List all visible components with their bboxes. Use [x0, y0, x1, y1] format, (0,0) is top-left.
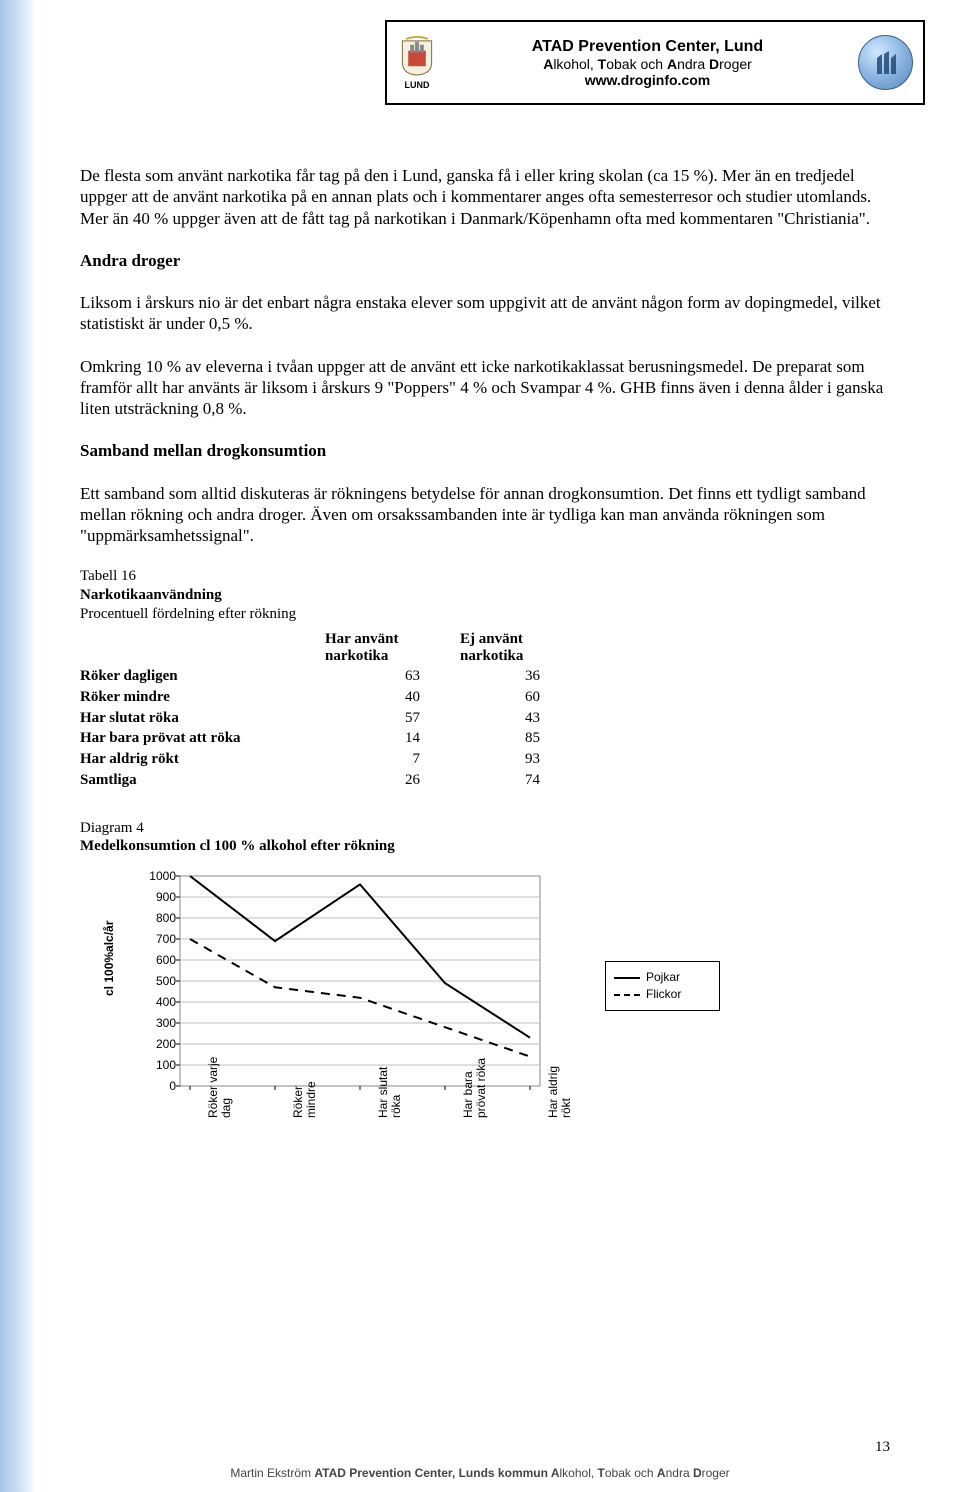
- paragraph-1: De flesta som använt narkotika får tag p…: [80, 165, 900, 229]
- diagram4-title: Medelkonsumtion cl 100 % alkohol efter r…: [80, 837, 900, 856]
- page-number: 13: [875, 1439, 890, 1456]
- table16: Har använt narkotika Ej använt narkotika…: [80, 630, 570, 791]
- legend-pojkar: Pojkar: [614, 970, 711, 985]
- table16-col1-head: Har använt narkotika: [325, 630, 460, 667]
- row-c2: 93: [460, 749, 570, 770]
- crest-icon: [400, 35, 434, 76]
- table16-col2-head: Ej använt narkotika: [460, 630, 570, 667]
- legend-swatch-solid: [614, 977, 640, 979]
- heading-samband: Samband mellan drogkonsumtion: [80, 440, 900, 461]
- table-row: Samtliga2674: [80, 770, 570, 791]
- side-gradient: [0, 0, 36, 1492]
- row-c1: 14: [325, 728, 460, 749]
- row-label: Har bara prövat att röka: [80, 728, 325, 749]
- table-row: Har aldrig rökt793: [80, 749, 570, 770]
- y-axis-label: cl 100%alc/år: [102, 921, 117, 996]
- table16-label: Tabell 16: [80, 567, 900, 586]
- x-tick-label: Har aldrigrökt: [547, 1104, 572, 1118]
- header-box: LUND ATAD Prevention Center, Lund Alkoho…: [385, 20, 925, 105]
- header-title: ATAD Prevention Center, Lund: [447, 38, 848, 56]
- lund-crest: LUND: [397, 35, 437, 90]
- diagram4-chart: cl 100%alc/år 01002003004005006007008009…: [80, 866, 720, 1206]
- crest-label: LUND: [405, 80, 430, 90]
- table-row: Röker dagligen6336: [80, 666, 570, 687]
- diagram4-label: Diagram 4: [80, 819, 900, 838]
- row-c1: 63: [325, 666, 460, 687]
- row-c1: 7: [325, 749, 460, 770]
- legend: Pojkar Flickor: [605, 961, 720, 1011]
- x-tick-label: Har slutatröka: [377, 1104, 402, 1118]
- table-row: Har bara prövat att röka1485: [80, 728, 570, 749]
- table16-title: Narkotikaanvändning: [80, 586, 900, 605]
- paragraph-4: Ett samband som alltid diskuteras är rök…: [80, 483, 900, 547]
- paragraph-2: Liksom i årskurs nio är det enbart några…: [80, 292, 900, 335]
- content-area: De flesta som använt narkotika får tag p…: [80, 165, 900, 1206]
- row-c1: 26: [325, 770, 460, 791]
- row-label: Röker dagligen: [80, 666, 325, 687]
- header-url: www.droginfo.com: [447, 72, 848, 88]
- diagram4-header: Diagram 4 Medelkonsumtion cl 100 % alkoh…: [80, 819, 900, 857]
- legend-flickor: Flickor: [614, 987, 711, 1002]
- chart-svg: [135, 866, 555, 1096]
- row-c2: 60: [460, 687, 570, 708]
- row-c2: 36: [460, 666, 570, 687]
- table16-header: Tabell 16 Narkotikaanvändning Procentuel…: [80, 567, 900, 623]
- header-text: ATAD Prevention Center, Lund Alkohol, To…: [447, 38, 848, 88]
- heading-andra-droger: Andra droger: [80, 250, 900, 271]
- table16-subtitle: Procentuell fördelning efter rökning: [80, 605, 900, 624]
- row-c1: 57: [325, 708, 460, 729]
- x-tick-label: Röker varjedag: [207, 1104, 232, 1118]
- x-tick-label: Rökermindre: [292, 1104, 317, 1118]
- row-c2: 74: [460, 770, 570, 791]
- footer: Martin Ekström ATAD Prevention Center, L…: [0, 1466, 960, 1480]
- row-c2: 85: [460, 728, 570, 749]
- row-label: Har aldrig rökt: [80, 749, 325, 770]
- row-c1: 40: [325, 687, 460, 708]
- row-label: Har slutat röka: [80, 708, 325, 729]
- header-subtitle: Alkohol, Tobak och Andra Droger: [447, 56, 848, 72]
- paragraph-3: Omkring 10 % av eleverna i tvåan uppger …: [80, 356, 900, 420]
- atad-badge-icon: [858, 35, 913, 90]
- table-row: Har slutat röka5743: [80, 708, 570, 729]
- table-row: Röker mindre4060: [80, 687, 570, 708]
- row-label: Röker mindre: [80, 687, 325, 708]
- x-tick-label: Har baraprövat röka: [462, 1104, 487, 1118]
- legend-swatch-dashed: [614, 994, 640, 996]
- row-c2: 43: [460, 708, 570, 729]
- row-label: Samtliga: [80, 770, 325, 791]
